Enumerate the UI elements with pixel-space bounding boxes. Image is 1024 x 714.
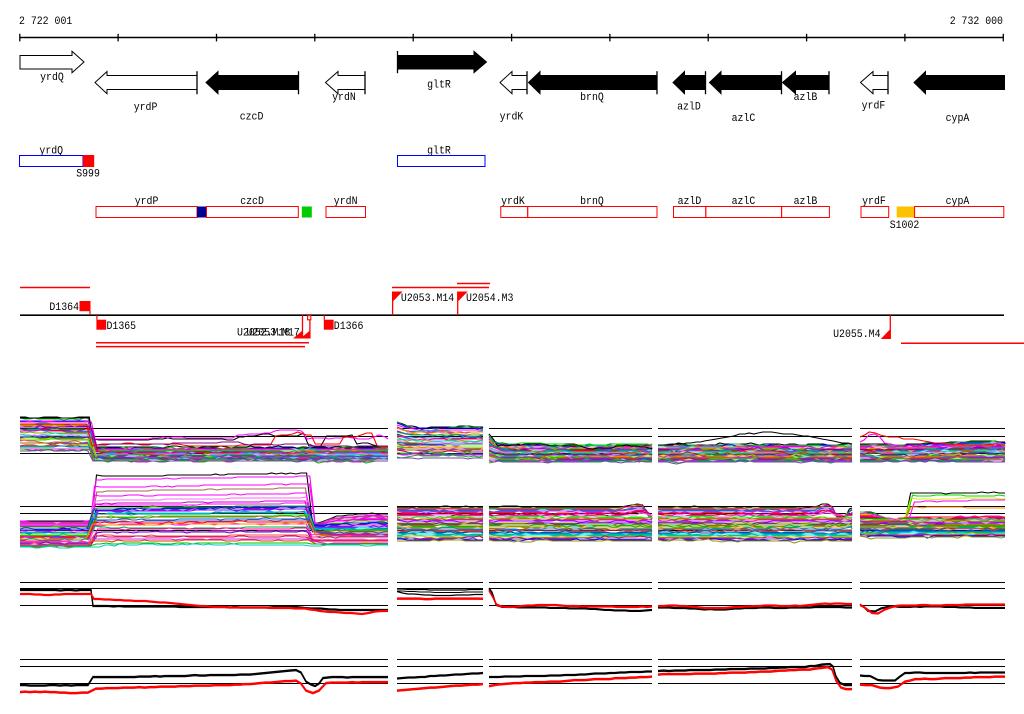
svg-text:U2055.M4: U2055.M4 — [833, 329, 881, 341]
svg-text:D1365: D1365 — [107, 321, 137, 333]
svg-text:azlB: azlB — [794, 92, 818, 104]
svg-text:azlC: azlC — [732, 196, 756, 208]
svg-text:yrdP: yrdP — [135, 196, 159, 208]
svg-text:U2053.M17: U2053.M17 — [247, 328, 300, 340]
svg-text:D1364: D1364 — [49, 302, 79, 314]
svg-text:azlD: azlD — [677, 102, 701, 114]
svg-text:2 732 000: 2 732 000 — [950, 16, 1003, 28]
svg-text:cypA: cypA — [946, 113, 970, 125]
svg-text:brnQ: brnQ — [580, 92, 604, 104]
svg-text:S1002: S1002 — [890, 220, 920, 232]
svg-text:yrdK: yrdK — [501, 196, 525, 208]
svg-text:yrdN: yrdN — [334, 196, 358, 208]
svg-text:D1366: D1366 — [334, 321, 364, 333]
svg-text:U2053.M14: U2053.M14 — [401, 293, 455, 305]
svg-text:cypA: cypA — [946, 196, 970, 208]
svg-text:czcD: czcD — [240, 196, 264, 208]
svg-text:yrdK: yrdK — [500, 112, 524, 124]
svg-text:U2054.M3: U2054.M3 — [466, 293, 513, 305]
svg-text:gltR: gltR — [427, 80, 451, 92]
svg-text:yrdF: yrdF — [862, 101, 886, 113]
svg-text:2 722 001: 2 722 001 — [19, 16, 73, 28]
svg-text:azlD: azlD — [678, 196, 702, 208]
svg-text:czcD: czcD — [240, 112, 264, 124]
svg-text:azlC: azlC — [732, 113, 756, 125]
svg-text:azlB: azlB — [794, 196, 818, 208]
svg-text:gltR: gltR — [427, 146, 451, 158]
svg-text:yrdQ: yrdQ — [40, 72, 64, 84]
svg-text:yrdP: yrdP — [134, 102, 158, 114]
svg-text:brnQ: brnQ — [580, 196, 604, 208]
svg-text:yrdF: yrdF — [862, 196, 886, 208]
svg-text:S999: S999 — [76, 169, 100, 181]
svg-text:yrdN: yrdN — [332, 92, 356, 104]
svg-text:U2052.M18: U2052.M18 — [237, 328, 290, 340]
svg-text:yrdQ: yrdQ — [39, 146, 63, 158]
